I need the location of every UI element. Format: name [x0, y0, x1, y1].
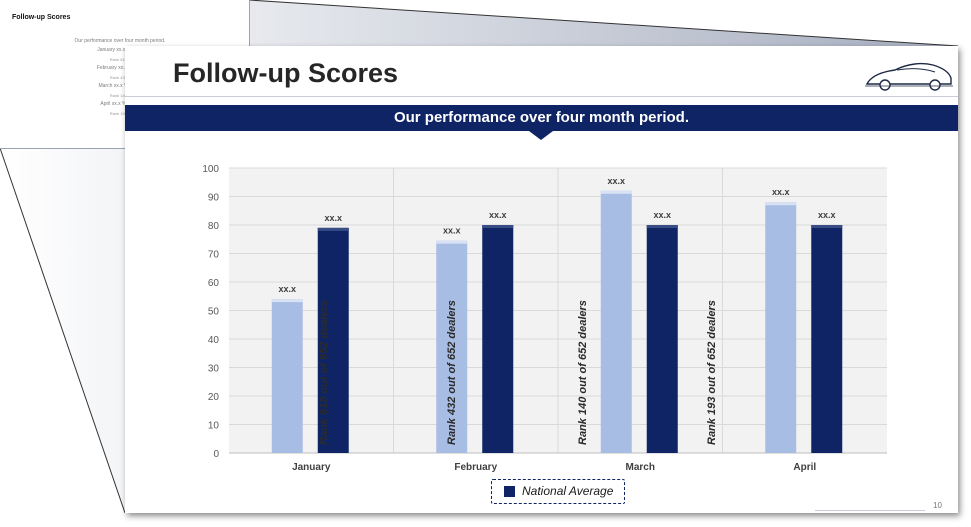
slide-title: Follow-up Scores [173, 58, 399, 88]
bar-top-highlight [646, 225, 678, 228]
y-tick-label: 10 [208, 421, 220, 432]
subtitle-banner: Our performance over four month period. [125, 105, 958, 131]
y-tick-label: 100 [202, 164, 219, 175]
bar-top-highlight [271, 299, 303, 303]
page-number: 10 [933, 501, 942, 510]
thumbnail-text-lines: Our performance over four month period. J… [60, 37, 180, 118]
thumbnail-line: March xx.x % Natio [98, 83, 142, 89]
data-label: xx.x [818, 210, 836, 220]
thumbnail-line: Rank 140 o [109, 93, 131, 98]
bar-top-highlight [811, 225, 843, 228]
bar-top-highlight [436, 240, 468, 244]
data-label: xx.x [653, 210, 671, 220]
y-tick-label: 80 [208, 221, 220, 232]
rank-annotation: Rank 610 out of 652 dealers [318, 300, 330, 445]
title-divider [125, 96, 958, 97]
legend: National Average [491, 479, 625, 504]
thumbnail-title: Follow-up Scores [12, 14, 71, 21]
y-tick-label: 30 [208, 364, 220, 375]
bar [811, 225, 843, 453]
data-label: xx.x [324, 213, 342, 223]
bar-top-highlight [765, 202, 797, 206]
thumbnail-line: February xx.x % Nati [96, 65, 144, 71]
bar-chart: 0 10 20 30 40 50 60 70 80 90 100 January xx.x xx.x Ran… [202, 164, 887, 473]
x-tick-label: February [454, 462, 497, 473]
data-label: xx.x [278, 284, 296, 294]
car-logo-icon [865, 62, 953, 91]
rank-annotation: Rank 140 out of 652 dealers [577, 300, 589, 445]
rank-annotation: Rank 193 out of 652 dealers [706, 300, 718, 445]
y-tick-label: 0 [213, 449, 219, 460]
bar [317, 227, 349, 453]
bar [765, 202, 797, 453]
legend-label: National Average [522, 484, 614, 498]
rank-annotation: Rank 432 out of 652 dealers [446, 300, 458, 445]
thumbnail-line: April xx.x % Natio [100, 101, 140, 107]
thumbnail-line: January xx.x% Natio [97, 47, 143, 53]
data-label: xx.x [489, 210, 507, 220]
legend-swatch-national-average [504, 486, 515, 497]
footer-divider [815, 510, 925, 511]
thumbnail-line: Rank 193 o [109, 111, 131, 116]
x-tick-label: March [626, 462, 655, 473]
thumbnail-line: Our performance over four month period. [74, 38, 166, 44]
x-tick-label: April [793, 462, 816, 473]
bar [482, 225, 514, 453]
y-tick-label: 90 [208, 193, 220, 204]
bar-top-highlight [482, 225, 514, 228]
bar [646, 225, 678, 453]
y-tick-label: 70 [208, 250, 220, 261]
thumbnail-line: Rank 432 o [109, 75, 131, 80]
data-label: xx.x [772, 187, 790, 197]
y-tick-label: 20 [208, 392, 220, 403]
banner-pointer [529, 131, 553, 140]
data-label: xx.x [443, 226, 461, 236]
x-tick-label: January [292, 462, 331, 473]
bar-top-highlight [600, 190, 632, 194]
bar [271, 299, 303, 453]
y-tick-label: 60 [208, 278, 220, 289]
y-tick-label: 40 [208, 335, 220, 346]
bar [600, 190, 632, 454]
thumbnail-line: Rank 610 o [109, 57, 131, 62]
y-tick-label: 50 [208, 307, 220, 318]
data-label: xx.x [607, 176, 625, 186]
bar [436, 240, 468, 453]
slide: Follow-up Scores Our performance over fo… [125, 46, 958, 513]
bar-top-highlight [317, 227, 349, 231]
